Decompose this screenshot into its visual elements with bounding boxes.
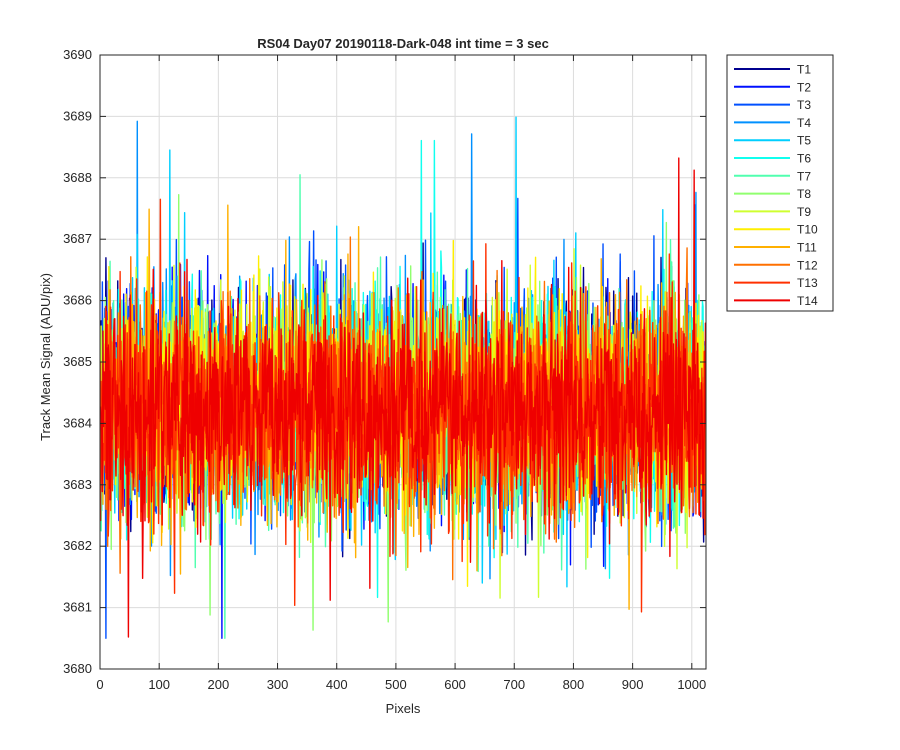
series-lines — [100, 116, 706, 639]
legend-label-t8: T8 — [797, 187, 811, 201]
x-tick-label: 800 — [563, 677, 585, 692]
series-line-t14 — [100, 157, 706, 638]
legend-label-t1: T1 — [797, 63, 811, 77]
x-tick-label: 100 — [148, 677, 170, 692]
y-tick-label: 3687 — [63, 231, 92, 246]
legend: T1 T2 T3 T4 T5 T6 T7 T8 T9 T10 T11 T12 T13 T14 — [726, 54, 834, 312]
y-tick-label: 3689 — [63, 108, 92, 123]
x-tick-label: 300 — [267, 677, 289, 692]
x-tick-label: 600 — [444, 677, 466, 692]
y-tick-label: 3680 — [63, 661, 92, 676]
legend-label-t4: T4 — [797, 116, 811, 130]
legend-label-t9: T9 — [797, 205, 811, 219]
y-tick-label: 3684 — [63, 415, 92, 430]
chart-title: RS04 Day07 20190118-Dark-048 int time = … — [257, 36, 549, 51]
legend-label-t10: T10 — [797, 223, 818, 237]
y-tick-label: 3681 — [63, 600, 92, 615]
legend-box — [726, 54, 834, 312]
legend-label-t5: T5 — [797, 134, 811, 148]
legend-label-t7: T7 — [797, 169, 811, 183]
x-tick-label: 700 — [503, 677, 525, 692]
legend-label-t14: T14 — [797, 294, 818, 308]
x-tick-label: 1000 — [677, 677, 706, 692]
legend-label-t11: T11 — [797, 241, 817, 255]
x-axis-label: Pixels — [386, 701, 421, 716]
y-axis-label: Track Mean Signal (ADU/pix) — [38, 273, 53, 441]
legend-label-t3: T3 — [797, 98, 811, 112]
legend-label-t13: T13 — [797, 276, 818, 290]
x-tick-label: 400 — [326, 677, 348, 692]
y-tick-label: 3688 — [63, 170, 92, 185]
x-tick-label: 500 — [385, 677, 407, 692]
legend-label-t6: T6 — [797, 152, 811, 166]
y-tick-label: 3685 — [63, 354, 92, 369]
axis-ticks: 0 100 200 300 400 500 600 700 800 900 1000 3680 3681… — [63, 47, 706, 692]
x-tick-label: 0 — [96, 677, 103, 692]
x-tick-label: 900 — [622, 677, 644, 692]
y-tick-label: 3683 — [63, 477, 92, 492]
y-tick-label: 3690 — [63, 47, 92, 62]
y-tick-label: 3686 — [63, 293, 92, 308]
legend-label-t2: T2 — [797, 80, 811, 94]
legend-label-t12: T12 — [797, 258, 818, 272]
x-tick-label: 200 — [208, 677, 230, 692]
y-tick-label: 3682 — [63, 538, 92, 553]
